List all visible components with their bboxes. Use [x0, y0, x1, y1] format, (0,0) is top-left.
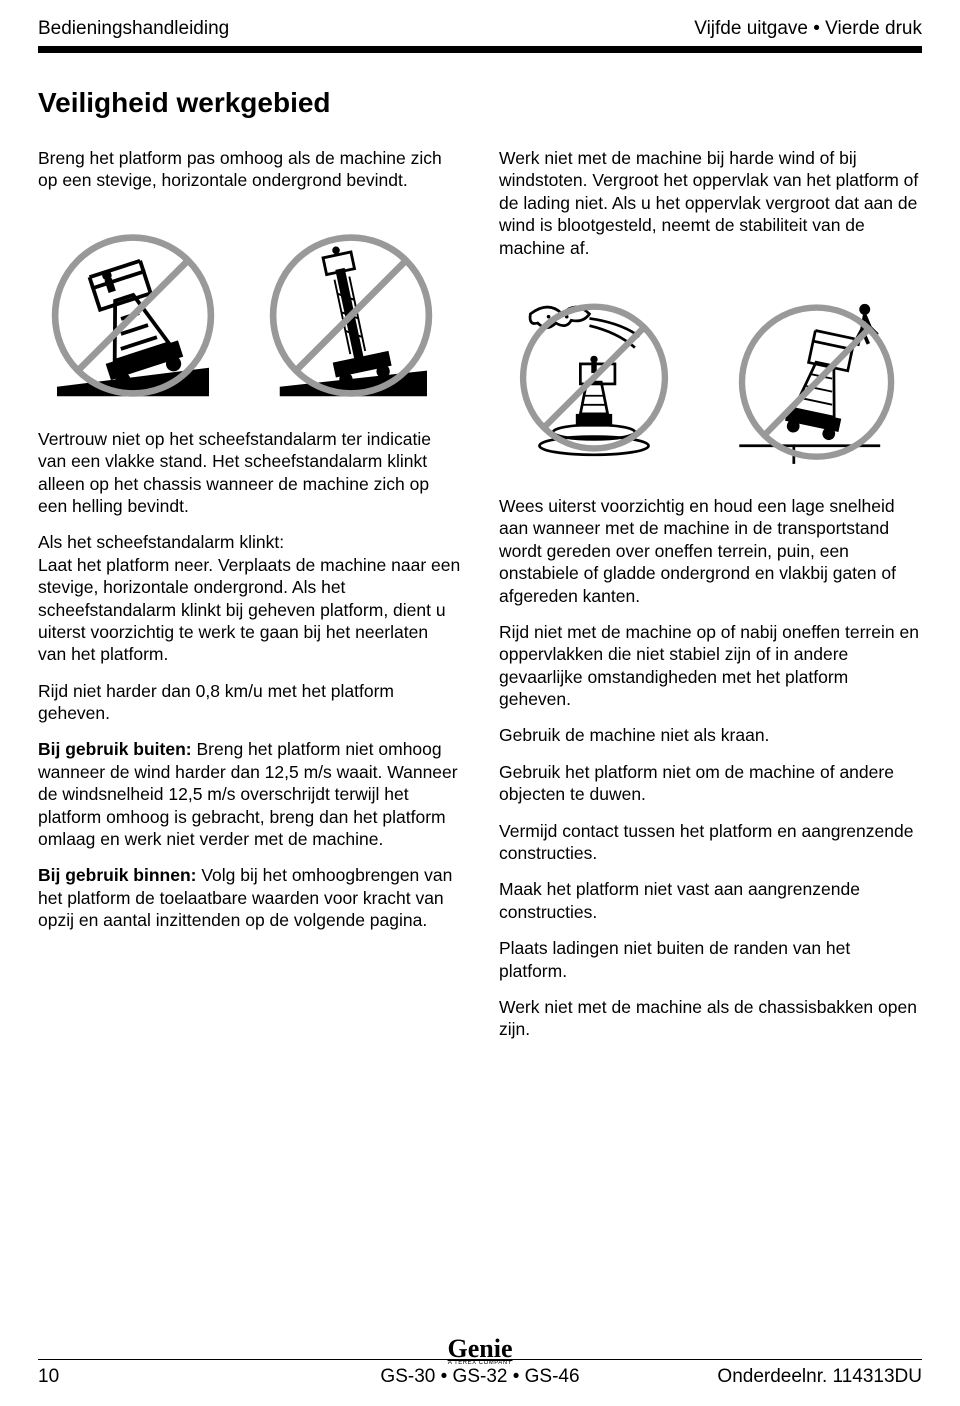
left-p3: Als het scheefstandalarm klinkt: Laat he…	[38, 531, 461, 665]
right-column: Werk niet met de machine bij harde wind …	[499, 147, 922, 1055]
right-p4: Gebruik de machine niet als kraan.	[499, 724, 922, 746]
footer-part: Onderdeelnr. 114313DU	[717, 1366, 922, 1388]
right-p3: Rijd niet met de machine op of nabij one…	[499, 621, 922, 711]
right-p8: Plaats ladingen niet buiten de randen va…	[499, 937, 922, 982]
right-p7: Maak het platform niet vast aan aangrenz…	[499, 878, 922, 923]
left-p4: Rijd niet harder dan 0,8 km/u met het pl…	[38, 680, 461, 725]
right-icons-row	[499, 273, 922, 473]
left-column: Breng het platform pas omhoog als de mac…	[38, 147, 461, 1055]
footer-logo: Genie	[380, 1337, 579, 1360]
prohibition-icon-wind	[499, 273, 689, 473]
footer-models: GS-30 • GS-32 • GS-46	[380, 1366, 579, 1388]
header-right: Vijfde uitgave • Vierde druk	[694, 18, 922, 40]
prohibition-icon-dropoff	[717, 273, 907, 473]
left-icons-row	[38, 206, 461, 406]
section-title: Veiligheid werkgebied	[38, 87, 922, 119]
footer-page-num: 10	[38, 1366, 59, 1388]
right-p1: Werk niet met de machine bij harde wind …	[499, 147, 922, 259]
header-left: Bedieningshandleiding	[38, 18, 229, 40]
footer: 10 Genie A TEREX COMPANY GS-30 • GS-32 •…	[38, 1359, 922, 1406]
prohibition-icon-boom-slope	[256, 206, 446, 406]
prohibition-icon-slope	[38, 206, 228, 406]
left-p6-bold: Bij gebruik binnen:	[38, 865, 196, 885]
header-rule	[38, 46, 922, 53]
right-p2: Wees uiterst voorzichtig en houd een lag…	[499, 495, 922, 607]
left-p5-bold: Bij gebruik buiten:	[38, 739, 192, 759]
right-p6: Vermijd contact tussen het platform en a…	[499, 820, 922, 865]
left-p2: Vertrouw niet op het scheefstandalarm te…	[38, 428, 461, 518]
right-p5: Gebruik het platform niet om de machine …	[499, 761, 922, 806]
left-p1: Breng het platform pas omhoog als de mac…	[38, 147, 461, 192]
left-p6: Bij gebruik binnen: Volg bij het omhoogb…	[38, 864, 461, 931]
left-p5: Bij gebruik buiten: Breng het platform n…	[38, 738, 461, 850]
right-p9: Werk niet met de machine als de chassisb…	[499, 996, 922, 1041]
